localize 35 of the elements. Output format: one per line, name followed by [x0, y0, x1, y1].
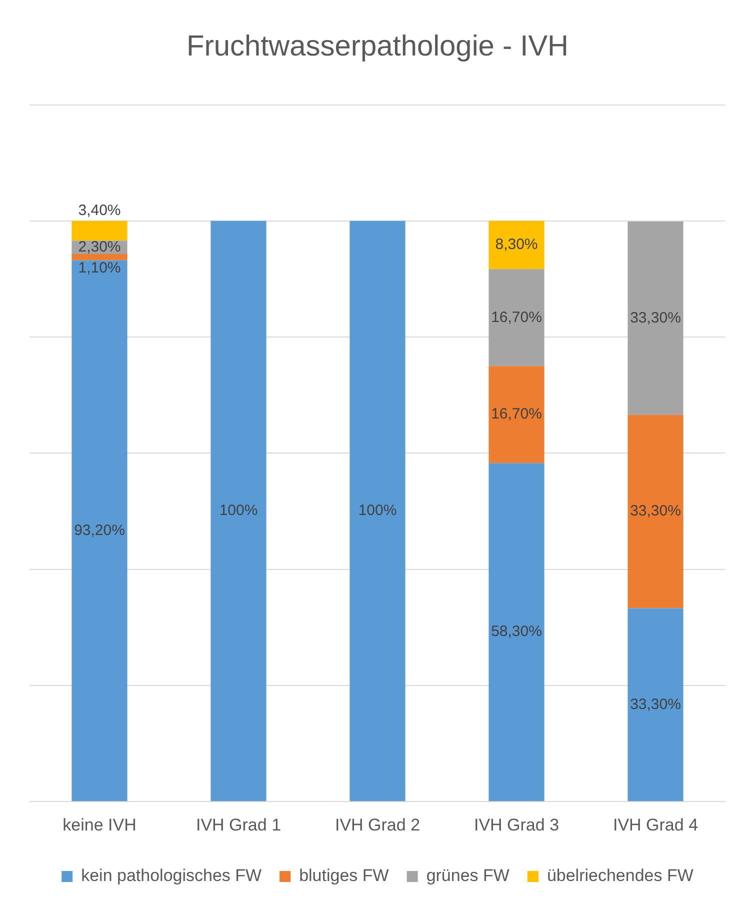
x-tick-label: IVH Grad 1 — [196, 815, 282, 834]
data-label: 58,30% — [491, 623, 542, 640]
data-label: 33,30% — [630, 696, 681, 713]
legend-label: kein pathologisches FW — [81, 866, 262, 886]
data-label: 1,10% — [78, 259, 121, 276]
data-label: 100% — [219, 502, 258, 520]
data-label: 100% — [358, 502, 397, 520]
chart-title: Fruchtwasserpathologie - IVH — [186, 30, 568, 62]
data-label: 33,30% — [630, 502, 681, 520]
bar — [72, 260, 128, 802]
x-tick-label: IVH Grad 3 — [474, 815, 560, 834]
data-label: 16,70% — [491, 308, 542, 326]
legend-label: übelriechendes FW — [546, 866, 694, 886]
data-label: 93,20% — [74, 522, 125, 539]
bar — [628, 222, 684, 415]
bar — [488, 269, 544, 366]
data-label: 16,70% — [491, 406, 542, 423]
legend-label: grünes FW — [426, 866, 510, 886]
bar — [488, 463, 544, 802]
bar — [72, 220, 128, 241]
data-label: 3,40% — [78, 202, 121, 220]
bar — [210, 220, 266, 802]
bar — [350, 220, 406, 802]
x-tick-label: IVH Grad 4 — [612, 815, 698, 834]
bar — [488, 220, 544, 270]
bar — [628, 414, 684, 608]
bar — [72, 254, 128, 260]
bar — [628, 608, 684, 802]
data-label: 2,30% — [78, 238, 121, 256]
x-tick-label: IVH Grad 2 — [334, 815, 420, 834]
bar — [488, 366, 544, 464]
data-label: 33,30% — [630, 309, 681, 326]
legend-label: blutiges FW — [299, 866, 389, 886]
x-tick-label: keine IVH — [62, 815, 136, 834]
data-label: 8,30% — [495, 236, 538, 254]
